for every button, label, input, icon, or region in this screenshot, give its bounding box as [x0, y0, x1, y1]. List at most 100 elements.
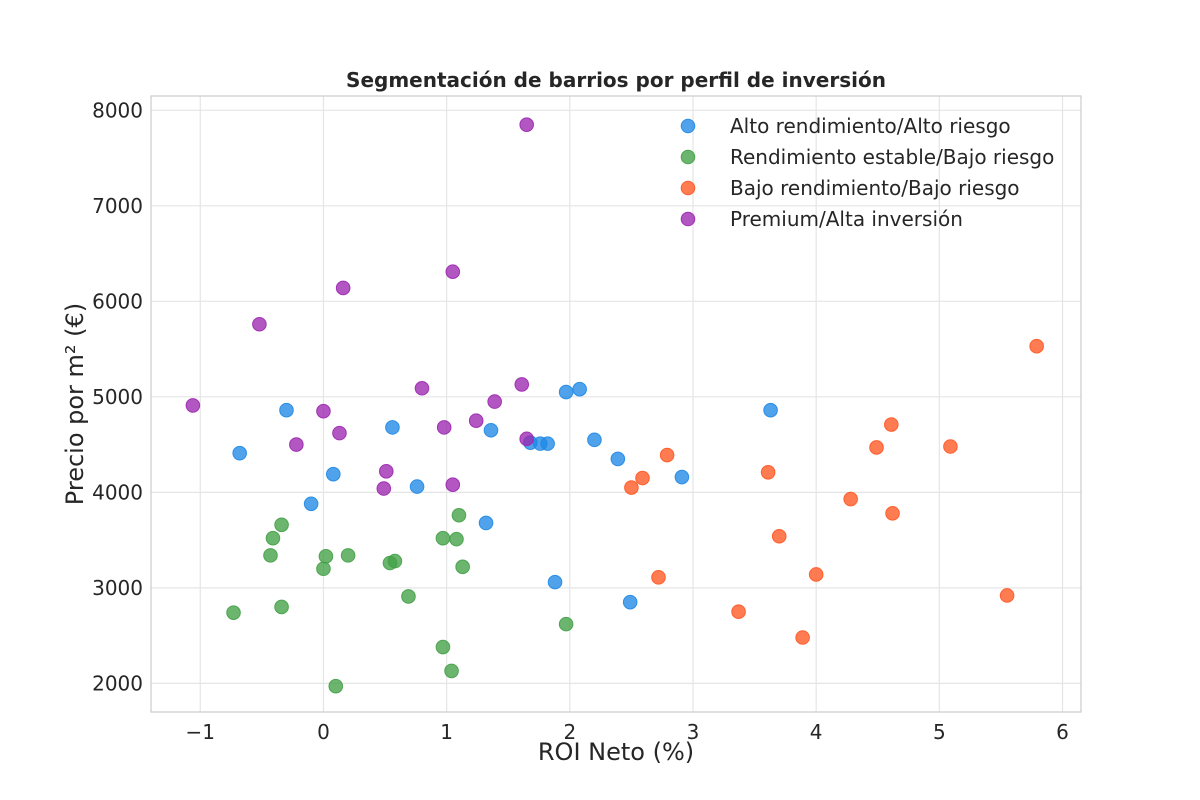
scatter-point — [445, 477, 461, 493]
legend-label: Alto rendimiento/Alto riesgo — [730, 114, 1011, 138]
scatter-point — [651, 570, 666, 585]
scatter-point — [435, 639, 451, 655]
scatter-point — [414, 380, 430, 396]
scatter-point — [547, 574, 563, 590]
x-tick-label: 0 — [317, 720, 330, 744]
scatter-point — [999, 588, 1015, 603]
scatter-point — [385, 420, 400, 435]
scatter-point — [444, 663, 459, 679]
scatter-point — [731, 604, 746, 620]
y-tick-label: 8000 — [92, 98, 143, 122]
scatter-point — [763, 402, 778, 418]
scatter-point — [514, 377, 530, 392]
scatter-point — [587, 432, 602, 448]
grid — [151, 96, 1081, 712]
scatter-point — [771, 528, 787, 544]
scatter-point — [884, 417, 899, 432]
scatter-point — [808, 567, 824, 582]
scatter-point — [376, 481, 392, 496]
scatter-point — [318, 549, 334, 564]
scatter-point — [409, 479, 425, 494]
y-tick-label: 3000 — [92, 576, 143, 600]
scatter-point — [289, 437, 304, 452]
scatter-point — [455, 559, 470, 575]
scatter-point — [451, 507, 467, 523]
scatter-point — [387, 553, 403, 569]
scatter-point — [572, 381, 587, 397]
scatter-point — [558, 616, 574, 632]
y-tick-label: 4000 — [92, 480, 143, 504]
x-tick-label: 5 — [933, 720, 946, 744]
scatter-point — [185, 398, 201, 413]
x-axis-label: ROI Neto (%) — [538, 738, 694, 766]
scatter-point — [232, 445, 247, 461]
scatter-point — [885, 506, 900, 521]
scatter-point — [519, 431, 534, 447]
y-tick-labels: 2000 3000 4000 5000 6000 7000 8000 — [92, 98, 143, 695]
scatter-point — [659, 447, 675, 463]
scatter-point — [316, 403, 331, 419]
scatter-point — [795, 630, 810, 645]
scatter-point — [252, 316, 267, 332]
x-tick-label: 6 — [1056, 720, 1069, 744]
legend-label: Rendimiento estable/Bajo riesgo — [730, 145, 1054, 169]
legend-marker — [680, 118, 696, 134]
x-tick-label: 2 — [563, 720, 576, 744]
scatter-point — [519, 117, 534, 132]
scatter-point — [401, 589, 416, 604]
legend-label: Bajo rendimiento/Bajo riesgo — [730, 176, 1020, 200]
legend-marker — [680, 180, 696, 196]
x-tick-label: 4 — [810, 720, 823, 744]
scatter-point — [328, 678, 344, 694]
scatter-point — [279, 402, 294, 418]
scatter-point — [558, 384, 574, 400]
series-group — [232, 381, 778, 610]
series-group — [185, 117, 534, 496]
legend-marker — [680, 211, 696, 227]
scatter-point — [326, 466, 341, 482]
scatter-point — [274, 599, 289, 615]
scatter-point — [378, 464, 394, 479]
scatter-point — [843, 491, 858, 507]
scatter-point — [674, 469, 690, 485]
scatter-point — [760, 464, 776, 480]
scatter-point — [622, 594, 638, 610]
scatter-point — [610, 451, 626, 467]
scatter-point — [435, 530, 451, 546]
scatter-point — [226, 605, 241, 620]
scatter-point — [445, 264, 461, 280]
x-tick-label: −1 — [186, 720, 215, 744]
x-tick-label: 3 — [687, 720, 700, 744]
scatter-point — [468, 413, 484, 429]
x-tick-labels: −1 0 1 2 3 4 5 6 — [186, 720, 1069, 744]
series-group — [624, 338, 1044, 645]
data-points — [185, 117, 1044, 694]
scatter-point — [624, 480, 639, 495]
scatter-point — [265, 530, 281, 546]
scatter-point — [332, 425, 347, 441]
scatter-point — [340, 548, 356, 563]
scatter-point — [1029, 338, 1044, 354]
legend: Alto rendimiento/Alto riesgo Rendimiento … — [680, 114, 1054, 231]
chart-title: Segmentación de barrios por perfil de in… — [346, 68, 886, 92]
y-tick-label: 6000 — [92, 289, 143, 313]
legend-label: Premium/Alta inversión — [730, 207, 963, 231]
scatter-point — [869, 440, 884, 455]
y-axis-label: Precio por m² (€) — [61, 303, 89, 505]
scatter-point — [303, 496, 319, 512]
scatter-point — [635, 470, 650, 486]
y-tick-label: 2000 — [92, 671, 143, 695]
scatter-point — [540, 436, 555, 451]
scatter-point — [478, 515, 494, 531]
scatter-point — [436, 420, 452, 435]
series-group — [226, 507, 574, 694]
plot-frame — [150, 95, 1082, 713]
scatter-point — [449, 531, 464, 547]
x-tick-label: 1 — [440, 720, 453, 744]
scatter-point — [483, 422, 499, 438]
legend-marker — [680, 149, 696, 165]
scatter-point — [335, 280, 351, 296]
y-tick-label: 7000 — [92, 194, 143, 218]
scatter-point — [263, 548, 278, 563]
